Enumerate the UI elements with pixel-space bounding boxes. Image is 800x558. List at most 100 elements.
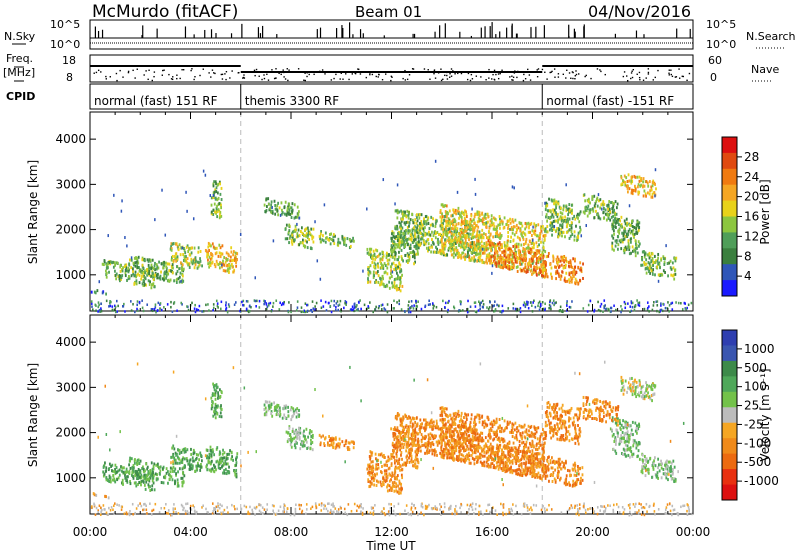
echo-cell [395, 277, 397, 280]
echo-cell [621, 225, 623, 228]
ground-scatter-cell [222, 511, 224, 514]
echo-cell [152, 476, 154, 479]
ground-scatter-cell [389, 510, 391, 513]
echo-cell [519, 263, 521, 266]
ground-scatter-cell [433, 305, 435, 308]
echo-cell [273, 239, 275, 242]
echo-cell [205, 249, 207, 252]
echo-cell [479, 218, 481, 221]
nave-dot [110, 76, 111, 77]
echo-cell [561, 270, 563, 273]
echo-cell [232, 253, 234, 256]
echo-cell [462, 246, 464, 249]
echo-cell [216, 215, 218, 218]
echo-cell [186, 246, 188, 249]
echo-cell [145, 481, 147, 484]
echo-cell [521, 254, 523, 257]
ground-scatter-cell [115, 311, 117, 314]
echo-cell [514, 233, 516, 236]
echo-cell [461, 220, 463, 223]
ground-scatter-cell [569, 507, 571, 510]
echo-cell [152, 468, 154, 471]
echo-cell [614, 218, 616, 221]
echo-cell [462, 251, 464, 254]
cpid-segment-label: normal (fast) 151 RF [94, 94, 218, 108]
echo-cell [385, 285, 387, 288]
ground-scatter-cell [499, 310, 501, 313]
echo-cell [544, 250, 546, 253]
nave-dot [148, 70, 149, 71]
echo-cell [406, 221, 408, 224]
echo-cell [152, 259, 154, 262]
echo-cell [587, 205, 589, 208]
echo-cell [652, 184, 654, 187]
echo-cell [302, 241, 304, 244]
echo-cell [454, 226, 456, 229]
echo-cell [229, 267, 231, 270]
echo-cell [467, 220, 469, 223]
echo-cell [184, 251, 186, 254]
ground-scatter-cell [613, 304, 615, 307]
nave-dot [646, 77, 647, 78]
ground-scatter-cell [559, 310, 561, 313]
echo-cell [395, 267, 397, 270]
echo-cell [481, 240, 483, 243]
nave-dot [376, 76, 377, 77]
echo-cell [113, 470, 115, 473]
ground-scatter-cell [443, 511, 445, 514]
ground-scatter-cell [445, 302, 447, 305]
echo-cell [136, 463, 138, 466]
echo-cell [495, 261, 497, 264]
echo-cell [206, 253, 208, 256]
ground-scatter-cell [194, 510, 196, 513]
ground-scatter-cell [149, 502, 151, 505]
ground-scatter-cell [688, 304, 690, 307]
ground-scatter-cell [472, 502, 474, 505]
ground-scatter-cell [398, 299, 400, 302]
ground-scatter-cell [266, 303, 268, 306]
echo-cell [444, 238, 446, 241]
ground-scatter-cell [511, 508, 513, 511]
echo-cell [189, 266, 191, 269]
nave-dot [424, 68, 425, 69]
ground-scatter-cell [613, 504, 615, 507]
ground-scatter-cell [571, 504, 573, 507]
ground-scatter-cell [276, 513, 278, 516]
echo-cell [409, 247, 411, 250]
echo-cell [147, 474, 149, 477]
ground-scatter-cell [168, 509, 170, 512]
echo-cell [570, 276, 572, 279]
nave-dot [181, 69, 182, 70]
echo-cell [540, 271, 542, 274]
echo-cell [375, 281, 377, 284]
echo-cell [404, 245, 406, 248]
echo-cell [409, 251, 411, 254]
echo-cell [657, 253, 659, 256]
echo-cell [574, 266, 576, 269]
nave-dot [429, 79, 430, 80]
ground-scatter-cell [525, 306, 527, 309]
echo-cell [442, 250, 444, 253]
echo-cell [546, 220, 548, 223]
echo-cell [133, 283, 135, 286]
nave-dot [266, 74, 267, 75]
echo-cell [529, 258, 531, 261]
echo-cell [670, 274, 672, 277]
echo-cell [400, 244, 402, 247]
ground-scatter-cell [412, 511, 414, 514]
ground-scatter-cell [263, 303, 265, 306]
echo-cell [136, 261, 138, 264]
ground-scatter-cell [654, 513, 656, 516]
echo-cell [487, 247, 489, 250]
echo-cell [418, 240, 420, 243]
nave-dot [303, 80, 304, 81]
echo-cell [449, 243, 451, 246]
echo-cell [597, 205, 599, 208]
ground-scatter-cell [360, 511, 362, 514]
ground-scatter-cell [425, 505, 427, 508]
ground-scatter-cell [594, 510, 596, 512]
echo-cell [579, 226, 581, 229]
echo-cell [463, 255, 465, 258]
ground-scatter-cell [338, 511, 340, 513]
freq-label: Freq. [6, 52, 33, 65]
